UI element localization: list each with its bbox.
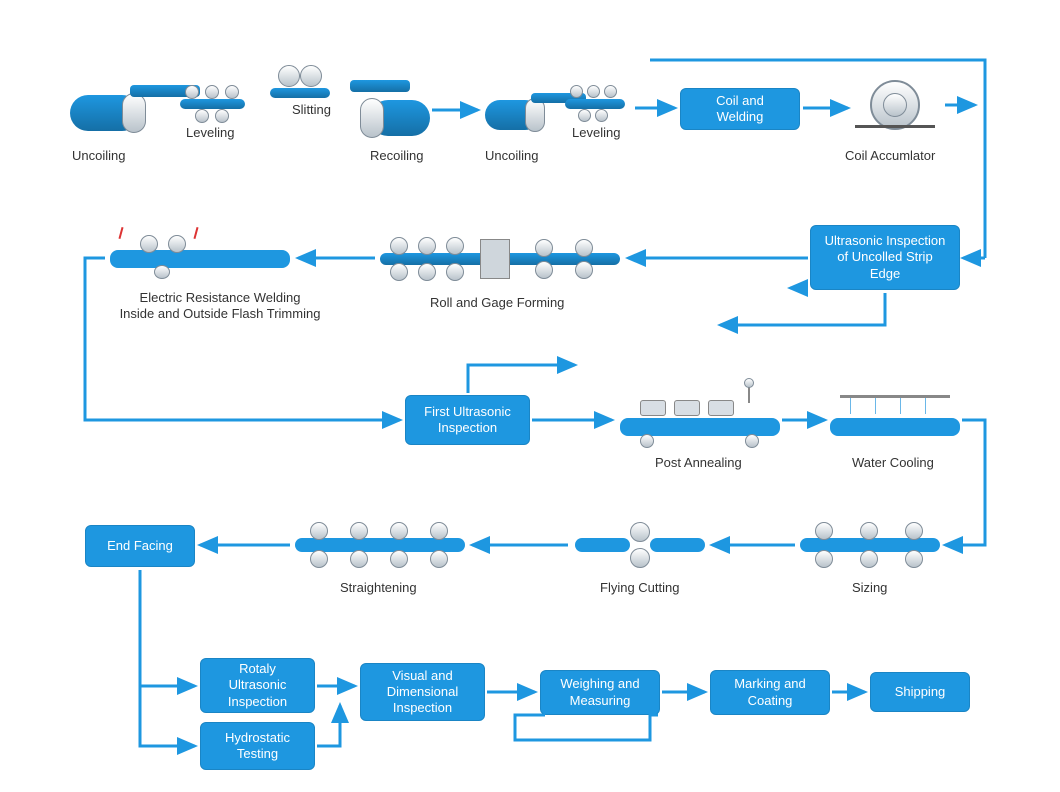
label-leveling1: Leveling	[186, 125, 234, 141]
illus-post-annealing	[620, 390, 780, 445]
box-hydrostatic: Hydrostatic Testing	[200, 722, 315, 770]
label-sizing: Sizing	[852, 580, 887, 596]
illus-uncoiling2	[485, 75, 555, 135]
box-marking: Marking and Coating	[710, 670, 830, 715]
illus-uncoiling1	[70, 65, 150, 135]
process-flow-diagram: Uncoiling Leveling Slitting Recoiling Un…	[0, 0, 1060, 792]
label-coil-accumulator: Coil Accumlator	[845, 148, 935, 164]
illus-roll-gage	[380, 235, 620, 285]
label-erw: Electric Resistance Welding Inside and O…	[95, 290, 345, 323]
label-flying-cutting: Flying Cutting	[600, 580, 679, 596]
label-post-annealing: Post Annealing	[655, 455, 742, 471]
label-slitting: Slitting	[292, 102, 331, 118]
label-uncoiling1: Uncoiling	[72, 148, 125, 164]
illus-erw	[110, 235, 290, 280]
box-shipping: Shipping	[870, 672, 970, 712]
box-rotaly-ultrasonic: Rotaly Ultrasonic Inspection	[200, 658, 315, 713]
label-recoiling: Recoiling	[370, 148, 423, 164]
illus-leveling1	[180, 85, 245, 125]
illus-leveling2	[565, 85, 625, 125]
illus-sizing	[800, 520, 940, 570]
illus-straightening	[295, 520, 465, 570]
box-ultrasonic-edge: Ultrasonic Inspection of Uncolled Strip …	[810, 225, 960, 290]
illus-coil-accumulator	[855, 75, 935, 135]
box-visual-inspection: Visual and Dimensional Inspection	[360, 663, 485, 721]
box-first-ultrasonic: First Ultrasonic Inspection	[405, 395, 530, 445]
box-weighing: Weighing and Measuring	[540, 670, 660, 715]
illus-flying-cutting	[575, 520, 705, 570]
illus-water-cooling	[830, 390, 960, 440]
illus-recoiling	[350, 75, 430, 140]
label-leveling2: Leveling	[572, 125, 620, 141]
label-uncoiling2: Uncoiling	[485, 148, 538, 164]
label-water-cooling: Water Cooling	[852, 455, 934, 471]
box-end-facing: End Facing	[85, 525, 195, 567]
box-coil-welding: Coil and Welding	[680, 88, 800, 130]
label-straightening: Straightening	[340, 580, 417, 596]
label-roll-gage: Roll and Gage Forming	[430, 295, 564, 311]
